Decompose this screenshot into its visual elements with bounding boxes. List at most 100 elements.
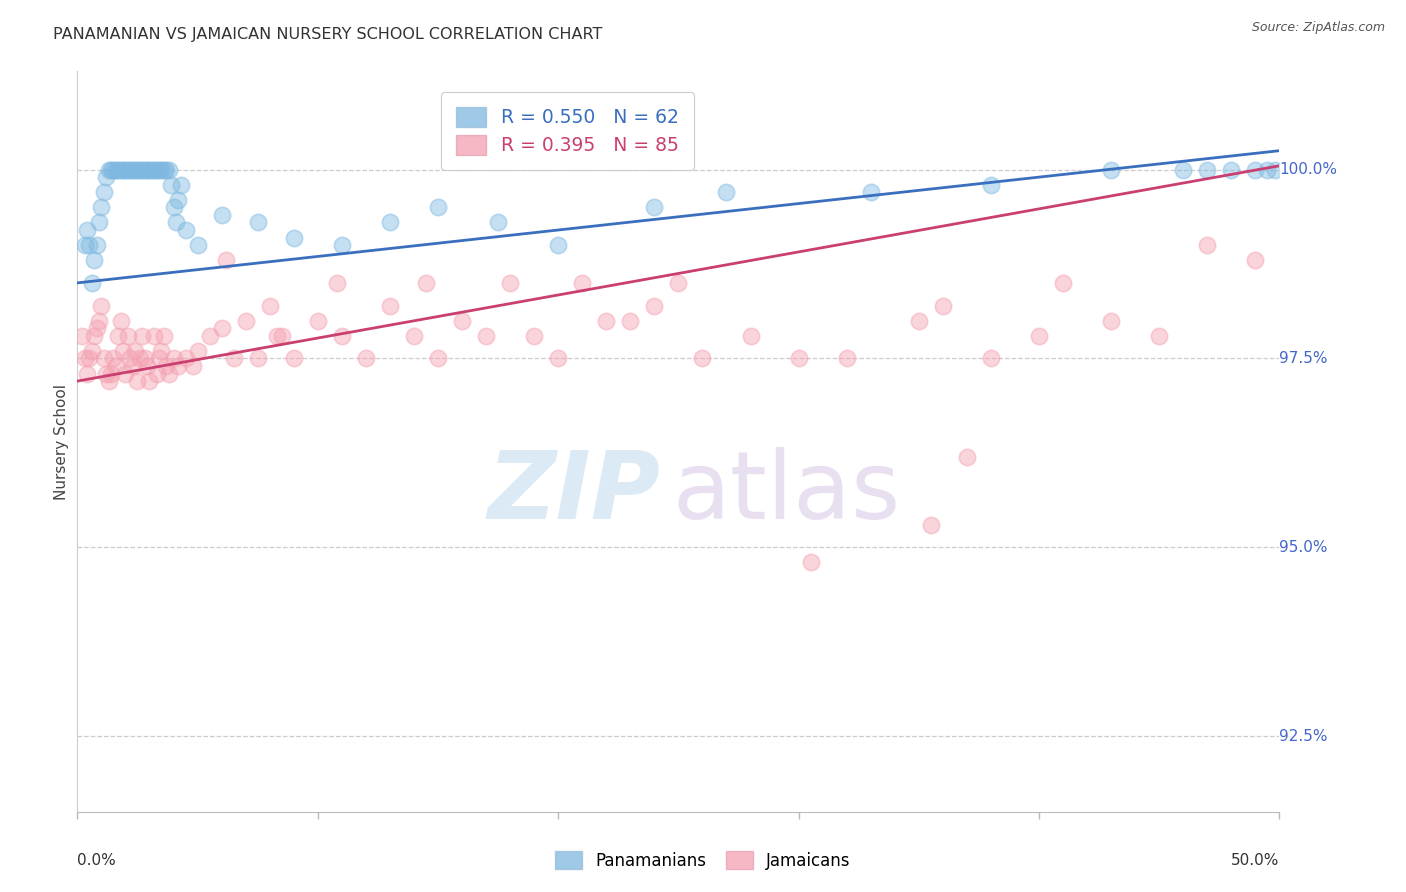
Point <box>143 162 166 177</box>
Point <box>1244 253 1267 268</box>
Point <box>131 328 153 343</box>
Y-axis label: Nursery School: Nursery School <box>53 384 69 500</box>
Point <box>427 351 450 366</box>
Point <box>354 351 377 366</box>
Point <box>145 367 167 381</box>
Point <box>427 200 450 214</box>
Point <box>740 328 762 343</box>
Point <box>259 299 281 313</box>
Point <box>103 162 125 177</box>
Point <box>378 215 401 229</box>
Point <box>1244 162 1267 177</box>
Point <box>162 200 184 214</box>
Point <box>96 367 118 381</box>
Point <box>134 351 156 366</box>
Point <box>1197 162 1219 177</box>
Point <box>90 299 112 313</box>
Point <box>136 162 159 177</box>
Point <box>571 276 593 290</box>
Point <box>307 313 329 327</box>
Point <box>547 238 569 252</box>
Point <box>956 450 979 464</box>
Text: Source: ZipAtlas.com: Source: ZipAtlas.com <box>1251 21 1385 34</box>
Point <box>104 162 127 177</box>
Point <box>70 328 93 343</box>
Point <box>692 351 714 366</box>
Point <box>143 328 166 343</box>
Point <box>170 178 193 192</box>
Point <box>162 351 184 366</box>
Point <box>117 328 139 343</box>
Point <box>222 351 245 366</box>
Point <box>93 351 115 366</box>
Text: 100.0%: 100.0% <box>1279 162 1337 178</box>
Point <box>920 517 942 532</box>
Point <box>117 162 139 177</box>
Point <box>547 351 569 366</box>
Point <box>415 276 437 290</box>
Point <box>153 328 176 343</box>
Point <box>114 367 136 381</box>
Point <box>155 162 177 177</box>
Text: PANAMANIAN VS JAMAICAN NURSERY SCHOOL CORRELATION CHART: PANAMANIAN VS JAMAICAN NURSERY SCHOOL CO… <box>53 27 603 42</box>
Point <box>1220 162 1243 177</box>
Point <box>79 351 101 366</box>
Point <box>111 343 134 358</box>
Point <box>1264 162 1286 177</box>
Point <box>110 162 132 177</box>
Point <box>475 328 498 343</box>
Text: ZIP: ZIP <box>488 448 661 540</box>
Point <box>80 343 103 358</box>
Point <box>266 328 288 343</box>
Point <box>120 351 142 366</box>
Point <box>643 200 665 214</box>
Point <box>111 162 134 177</box>
Point <box>96 170 118 185</box>
Text: 97.5%: 97.5% <box>1279 351 1327 366</box>
Point <box>127 374 149 388</box>
Point <box>83 253 105 268</box>
Point <box>103 351 125 366</box>
Point <box>131 162 153 177</box>
Text: 0.0%: 0.0% <box>77 854 117 868</box>
Point <box>1197 238 1219 252</box>
Point <box>97 374 120 388</box>
Point <box>148 162 170 177</box>
Point <box>716 186 738 200</box>
Point <box>330 238 353 252</box>
Point <box>1052 276 1074 290</box>
Legend: R = 0.550   N = 62, R = 0.395   N = 85: R = 0.550 N = 62, R = 0.395 N = 85 <box>441 92 695 170</box>
Point <box>1173 162 1195 177</box>
Point <box>980 178 1002 192</box>
Point <box>932 299 955 313</box>
Point <box>165 215 187 229</box>
Point <box>124 162 146 177</box>
Point <box>124 343 146 358</box>
Point <box>120 162 142 177</box>
Text: 95.0%: 95.0% <box>1279 540 1327 555</box>
Text: 92.5%: 92.5% <box>1279 729 1327 744</box>
Point <box>150 343 173 358</box>
Point <box>402 328 425 343</box>
Point <box>167 193 190 207</box>
Point <box>326 276 349 290</box>
Point <box>451 313 474 327</box>
Point <box>76 223 98 237</box>
Point <box>908 313 931 327</box>
Point <box>270 328 292 343</box>
Point <box>141 162 163 177</box>
Point <box>86 321 108 335</box>
Point <box>148 351 170 366</box>
Point <box>215 253 238 268</box>
Point <box>134 162 156 177</box>
Point <box>157 367 180 381</box>
Point <box>73 351 96 366</box>
Point <box>121 359 143 373</box>
Point <box>157 162 180 177</box>
Point <box>1099 313 1122 327</box>
Point <box>93 186 115 200</box>
Point <box>160 178 183 192</box>
Point <box>859 186 882 200</box>
Point <box>198 328 221 343</box>
Point <box>167 359 190 373</box>
